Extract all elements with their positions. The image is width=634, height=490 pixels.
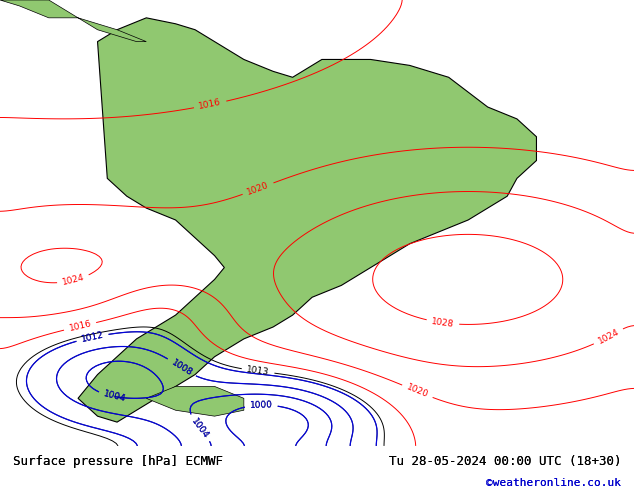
Text: 1024: 1024 xyxy=(61,273,86,288)
Text: 1012: 1012 xyxy=(81,331,105,344)
Text: 1008: 1008 xyxy=(169,358,194,378)
Text: 1016: 1016 xyxy=(198,98,223,111)
Text: 1013: 1013 xyxy=(246,365,270,377)
Text: 1020: 1020 xyxy=(246,180,270,197)
Text: 1020: 1020 xyxy=(405,383,430,400)
Polygon shape xyxy=(0,0,146,42)
Text: 1028: 1028 xyxy=(431,317,455,329)
Text: ©weatheronline.co.uk: ©weatheronline.co.uk xyxy=(486,478,621,489)
Text: ©weatheronline.co.uk: ©weatheronline.co.uk xyxy=(486,478,621,489)
Polygon shape xyxy=(146,387,244,416)
Text: 1016: 1016 xyxy=(68,319,93,333)
Text: 1004: 1004 xyxy=(189,416,210,441)
Text: 1000: 1000 xyxy=(250,400,273,410)
Text: 1024: 1024 xyxy=(597,327,621,346)
Text: Surface pressure [hPa] ECMWF: Surface pressure [hPa] ECMWF xyxy=(13,455,223,468)
Text: 1000: 1000 xyxy=(250,400,273,410)
Text: Tu 28-05-2024 00:00 UTC (18+30): Tu 28-05-2024 00:00 UTC (18+30) xyxy=(389,455,621,468)
Polygon shape xyxy=(78,18,536,422)
Text: Surface pressure [hPa] ECMWF: Surface pressure [hPa] ECMWF xyxy=(13,455,223,468)
Text: 1004: 1004 xyxy=(103,390,127,404)
Text: 1012: 1012 xyxy=(81,331,105,344)
Text: 1004: 1004 xyxy=(189,416,210,441)
Text: Tu 28-05-2024 00:00 UTC (18+30): Tu 28-05-2024 00:00 UTC (18+30) xyxy=(389,455,621,468)
Text: 1008: 1008 xyxy=(169,358,194,378)
Text: 1004: 1004 xyxy=(103,390,127,404)
